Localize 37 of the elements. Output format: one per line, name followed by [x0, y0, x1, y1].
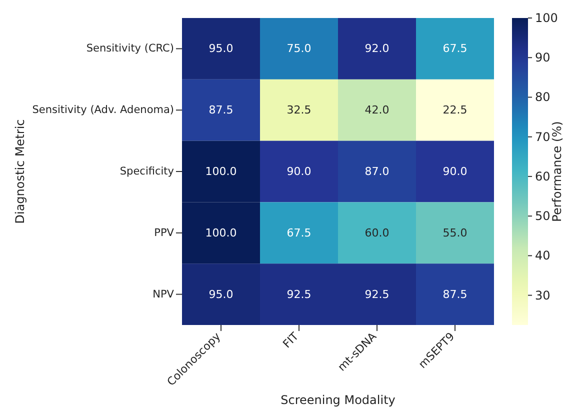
color-bar-label: 90 — [535, 50, 550, 65]
y-tick-label: Sensitivity (Adv. Adenoma) — [32, 104, 174, 116]
color-bar-label: 60 — [535, 169, 550, 184]
y-tick-label: Specificity — [120, 166, 174, 178]
color-bar-label: 40 — [535, 248, 550, 263]
data-label: 92.5 — [364, 288, 390, 301]
data-label: 100.0 — [205, 226, 237, 240]
color-bar-label: 50 — [535, 209, 550, 224]
data-label: 42.0 — [364, 104, 390, 117]
data-label: 87.0 — [364, 165, 390, 178]
color-bar-title: Performance (%) — [550, 121, 564, 222]
y-tick-label: Sensitivity (CRC) — [86, 42, 174, 55]
data-label: 55.0 — [442, 226, 468, 240]
data-label: 92.5 — [286, 288, 312, 301]
data-label: 90.0 — [442, 165, 468, 178]
data-label: 67.5 — [286, 226, 312, 240]
y-tick-label: NPV — [152, 288, 175, 300]
x-tick-label: FIT — [280, 330, 302, 351]
data-label: 95.0 — [208, 288, 234, 301]
data-label: 87.5 — [208, 104, 234, 117]
data-label: 92.0 — [364, 42, 390, 56]
data-label: 90.0 — [286, 165, 312, 178]
data-label: 87.5 — [442, 288, 468, 301]
color-bar-label: 100 — [535, 11, 558, 25]
color-bar-label: 30 — [535, 288, 550, 302]
color-bar-label: 80 — [535, 90, 550, 104]
data-label: 32.5 — [286, 104, 312, 117]
data-label: 67.5 — [442, 42, 468, 56]
data-label: 100.0 — [205, 165, 237, 178]
y-axis-title: Diagnostic Metric — [13, 119, 27, 224]
data-label: 22.5 — [442, 104, 468, 117]
data-label: 60.0 — [364, 226, 390, 240]
data-label: 95.0 — [208, 42, 234, 56]
x-axis-title: Screening Modality — [280, 393, 396, 407]
color-bar-label: 70 — [535, 130, 550, 144]
data-label: 75.0 — [286, 42, 312, 56]
y-tick-label: PPV — [154, 226, 175, 239]
